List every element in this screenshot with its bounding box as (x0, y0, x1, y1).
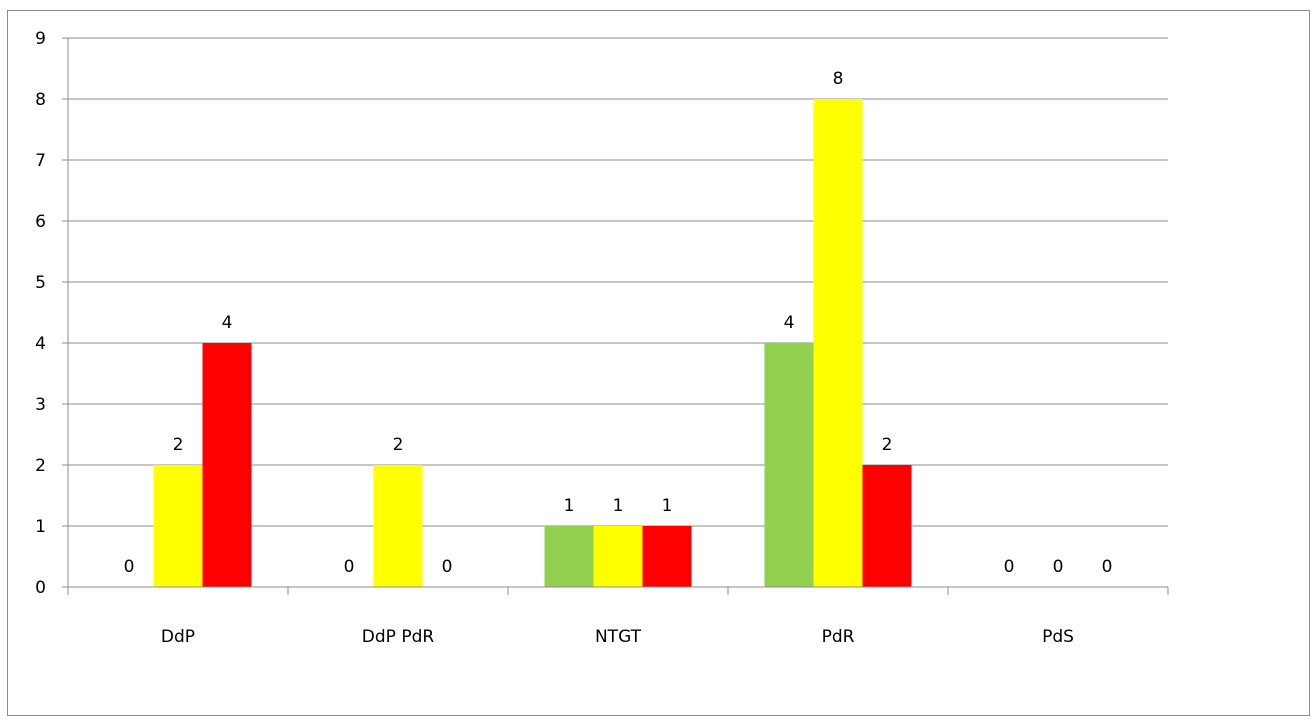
axes (62, 37, 1169, 595)
y-tick-label: 5 (35, 273, 46, 293)
bar (862, 465, 912, 587)
y-tick-label: 7 (35, 151, 46, 171)
x-category-label: NTGT (595, 627, 642, 647)
data-label: 2 (882, 435, 893, 455)
x-category-label: PdR (822, 627, 855, 647)
data-label: 0 (1053, 557, 1064, 577)
data-label: 0 (1102, 557, 1113, 577)
data-label: 4 (222, 313, 233, 333)
bar (544, 526, 594, 587)
y-tick-label: 0 (35, 578, 46, 598)
y-tick-label: 9 (35, 29, 46, 49)
data-label: 2 (173, 435, 184, 455)
x-category-label: PdS (1042, 627, 1074, 647)
y-tick-label: 3 (35, 395, 46, 415)
bar (642, 526, 692, 587)
bar (202, 343, 252, 587)
data-label: 1 (564, 496, 575, 516)
data-label: 2 (393, 435, 404, 455)
data-label: 8 (833, 69, 844, 89)
data-label: 4 (784, 313, 795, 333)
data-label: 0 (442, 557, 453, 577)
y-tick-label: 6 (35, 212, 46, 232)
x-category-label: DdP (161, 627, 195, 647)
bar (813, 99, 863, 587)
data-label: 0 (1004, 557, 1015, 577)
data-label: 0 (344, 557, 355, 577)
labels: 0 1 2 3 4 5 6 7 8 9 DdP 0 2 4 DdP PdR 0 2 0 NTGT 1 1 1 PdR 4 8 2 P… (35, 29, 1112, 647)
y-tick-label: 8 (35, 90, 46, 110)
bar (373, 465, 423, 587)
y-tick-label: 2 (35, 456, 46, 476)
x-category-label: DdP PdR (362, 627, 435, 647)
data-label: 1 (613, 496, 624, 516)
bars (153, 99, 912, 587)
bar (153, 465, 203, 587)
bar (593, 526, 643, 587)
data-label: 1 (662, 496, 673, 516)
y-tick-label: 4 (35, 334, 46, 354)
y-tick-label: 1 (35, 517, 46, 537)
data-label: 0 (124, 557, 135, 577)
bar (764, 343, 814, 587)
